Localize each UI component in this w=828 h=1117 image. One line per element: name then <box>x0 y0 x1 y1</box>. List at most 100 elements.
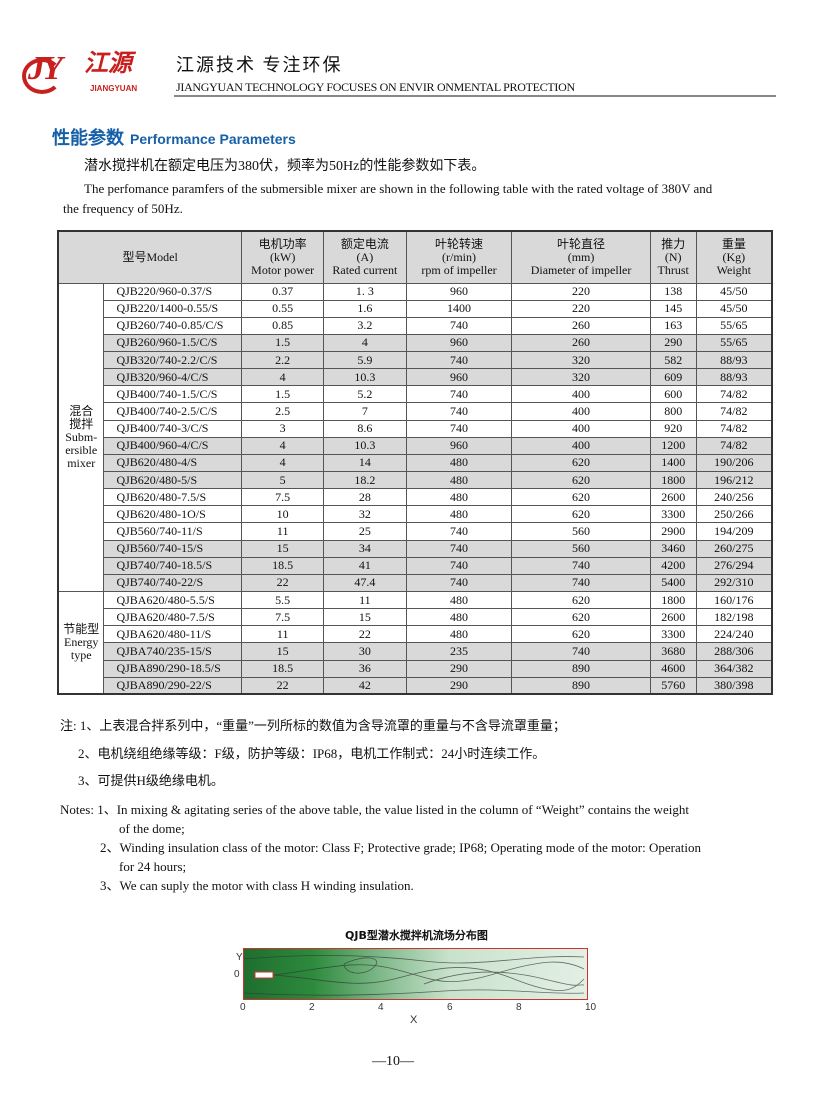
value-cell: 32 <box>323 505 407 524</box>
value-cell: 5400 <box>649 573 697 593</box>
value-cell: 740 <box>511 573 651 593</box>
model-cell: QJBA890/290-18.5/S <box>103 659 243 678</box>
value-cell: 620 <box>511 608 651 627</box>
value-cell: 196/212 <box>695 471 773 490</box>
column-header: 重量 (Kg) Weight <box>695 230 773 284</box>
value-cell: 920 <box>649 419 697 438</box>
value-cell: 74/82 <box>695 419 773 438</box>
note-en-2-cont: for 24 hours; <box>119 859 187 874</box>
model-cell: QJB400/740-2.5/C/S <box>103 402 243 421</box>
figure-title: QJB型潜水搅拌机流场分布图 <box>345 929 488 942</box>
model-cell: QJB400/740-1.5/C/S <box>103 385 243 404</box>
performance-table: 型号Model 电机功率 (kW) Motor power 额定电流 (A) Rat… <box>57 230 773 696</box>
value-cell: 480 <box>405 505 513 524</box>
x-tick: 10 <box>585 1002 597 1013</box>
table-row: QJB320/960-4/C/S 4 10.3 960 320 609 88/93 <box>58 368 773 387</box>
value-cell: 740 <box>405 351 513 370</box>
intro-en: The perfomance paramfers of the submersi… <box>84 181 713 196</box>
table-row: QJB620/480-4/S 4 14 480 620 1400 190/206 <box>58 453 773 473</box>
value-cell: 960 <box>405 282 513 301</box>
company-logo: JY 江源 JIANGYUAN <box>20 50 160 98</box>
x-axis-label: X <box>410 1014 418 1026</box>
value-cell: 163 <box>649 316 697 335</box>
value-cell: 5.5 <box>241 591 325 610</box>
table-row: QJB400/960-4/C/S 4 10.3 960 400 1200 74/82 <box>58 436 773 455</box>
value-cell: 320 <box>511 368 651 387</box>
value-cell: 0.85 <box>241 316 325 335</box>
flow-field-image <box>243 948 588 1000</box>
value-cell: 88/93 <box>695 368 773 387</box>
note-en-1-cont: of the dome; <box>119 821 185 836</box>
value-cell: 560 <box>511 539 651 558</box>
value-cell: 890 <box>511 676 651 695</box>
model-cell: QJB740/740-22/S <box>103 573 243 593</box>
y-axis-label: Y <box>236 952 243 963</box>
value-cell: 18.5 <box>241 659 325 678</box>
value-cell: 4 <box>241 453 325 473</box>
value-cell: 11 <box>241 522 325 541</box>
value-cell: 1.5 <box>241 385 325 404</box>
model-cell: QJB260/740-0.85/C/S <box>103 316 243 335</box>
x-tick: 4 <box>378 1002 384 1013</box>
table-row: QJBA620/480-11/S 11 22 480 620 3300 224/240 <box>58 625 773 644</box>
table-row: QJB400/740-3/C/S 3 8.6 740 400 920 74/82 <box>58 419 773 438</box>
header-divider <box>174 95 776 97</box>
group-label: 节能型 Energy type <box>57 591 105 695</box>
value-cell: 34 <box>323 539 407 558</box>
value-cell: 960 <box>405 333 513 353</box>
x-tick: 2 <box>309 1002 315 1013</box>
table-row: QJB260/740-0.85/C/S 0.85 3.2 740 260 163 55/65 <box>58 316 773 335</box>
value-cell: 250/266 <box>695 505 773 524</box>
logo-en: JIANGYUAN <box>90 84 138 93</box>
table-row: 混合 搅拌 Subm- ersible mixer QJB220/960-0.37… <box>57 282 773 593</box>
value-cell: 292/310 <box>695 573 773 593</box>
table-row: QJB220/1400-0.55/S 0.55 1.6 1400 220 145 45/50 <box>58 299 773 318</box>
value-cell: 15 <box>241 539 325 558</box>
value-cell: 220 <box>511 282 651 301</box>
model-cell: QJB620/480-4/S <box>103 453 243 473</box>
model-cell: QJB220/1400-0.55/S <box>103 299 243 318</box>
value-cell: 560 <box>511 522 651 541</box>
value-cell: 480 <box>405 625 513 644</box>
value-cell: 1400 <box>649 453 697 473</box>
value-cell: 5.2 <box>323 385 407 404</box>
slogan-en: JIANGYUAN TECHNOLOGY FOCUSES ON ENVIR ON… <box>176 80 575 94</box>
value-cell: 1400 <box>405 299 513 318</box>
intro-en-cont: the frequency of 50Hz. <box>63 201 183 216</box>
value-cell: 260 <box>511 333 651 353</box>
value-cell: 42 <box>323 676 407 695</box>
value-cell: 400 <box>511 419 651 438</box>
logo-cn: 江源 <box>84 48 132 77</box>
intro-cn: 潜水搅拌机在额定电压为380伏，频率为50Hz的性能参数如下表。 <box>84 159 486 174</box>
model-cell: QJB320/740-2.2/C/S <box>103 351 243 370</box>
value-cell: 1200 <box>649 436 697 455</box>
title-cn: 性能参数 <box>52 128 124 149</box>
value-cell: 740 <box>405 419 513 438</box>
value-cell: 10.3 <box>323 436 407 455</box>
value-cell: 740 <box>405 573 513 593</box>
value-cell: 380/398 <box>695 676 773 695</box>
value-cell: 400 <box>511 436 651 455</box>
column-header: 叶轮直径 (mm) Diameter of impeller <box>511 230 651 284</box>
value-cell: 400 <box>511 402 651 421</box>
streamlines <box>243 955 585 996</box>
value-cell: 2600 <box>649 608 697 627</box>
value-cell: 22 <box>241 676 325 695</box>
column-header: 电机功率 (kW) Motor power <box>241 230 325 284</box>
value-cell: 400 <box>511 385 651 404</box>
model-cell: QJB620/480-7.5/S <box>103 488 243 507</box>
value-cell: 11 <box>241 625 325 644</box>
value-cell: 3300 <box>649 625 697 644</box>
value-cell: 41 <box>323 556 407 575</box>
table-row: QJB560/740-11/S 11 25 740 560 2900 194/209 <box>58 522 773 541</box>
x-tick: 6 <box>447 1002 453 1013</box>
value-cell: 145 <box>649 299 697 318</box>
value-cell: 2600 <box>649 488 697 507</box>
table-row: QJB260/960-1.5/C/S 1.5 4 960 260 290 55/65 <box>58 333 773 353</box>
column-header: 叶轮转速 (r/min) rpm of impeller <box>405 230 513 284</box>
model-cell: QJBA620/480-7.5/S <box>103 608 243 627</box>
value-cell: 890 <box>511 659 651 678</box>
column-header: 推力 (N) Thrust <box>649 230 697 284</box>
value-cell: 7 <box>323 402 407 421</box>
value-cell: 609 <box>649 368 697 387</box>
